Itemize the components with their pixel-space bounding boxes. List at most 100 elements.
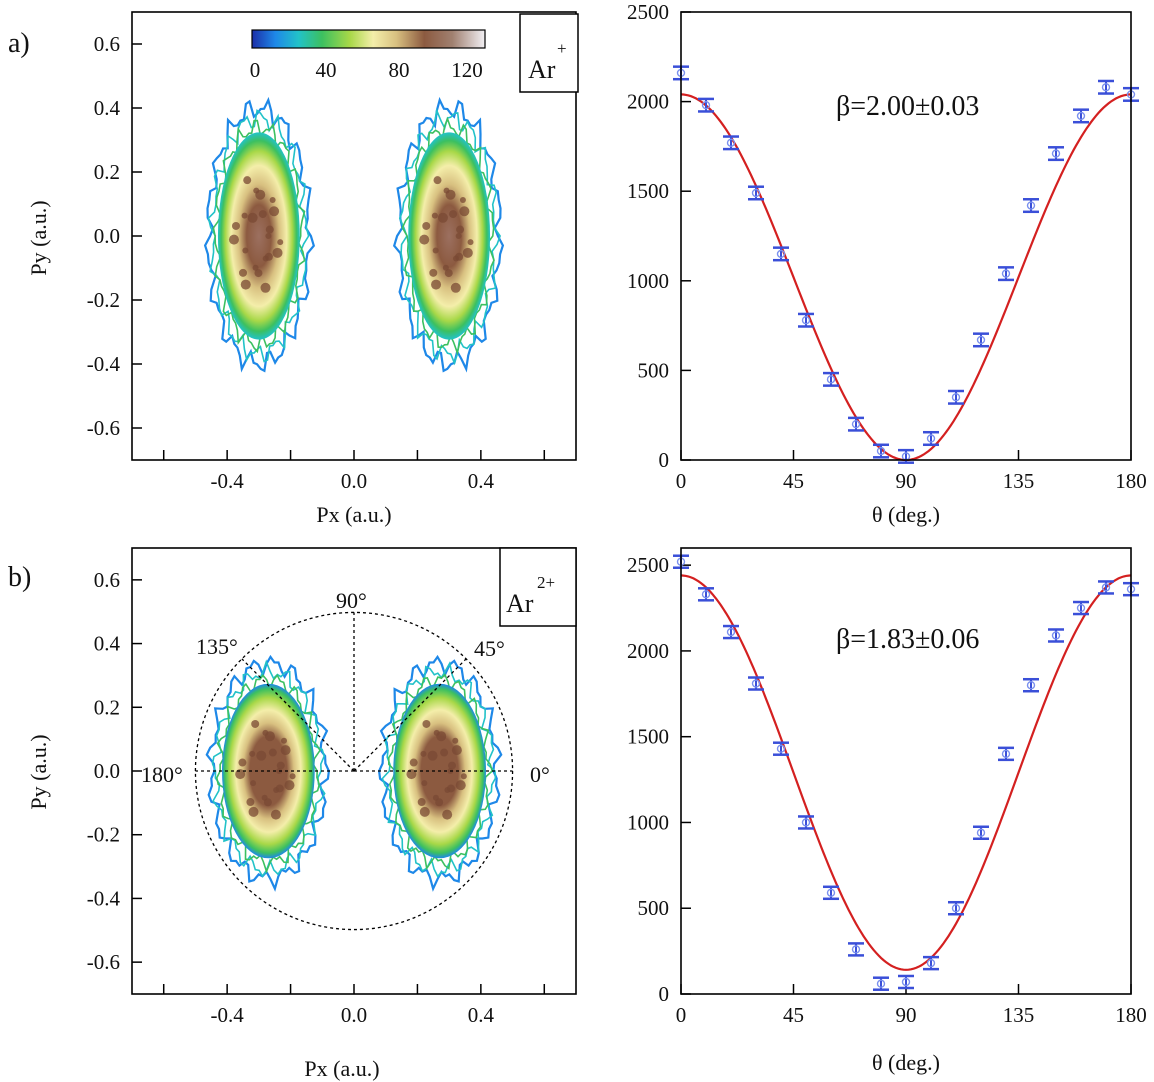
lobe-speckle — [265, 233, 272, 239]
lobe-speckle — [421, 780, 428, 787]
data-point — [923, 430, 939, 447]
polar-label-45: 45° — [474, 636, 505, 661]
lobe-speckle — [429, 268, 438, 277]
x-tick-label: -0.4 — [211, 1003, 245, 1027]
lobe-speckle — [263, 798, 272, 807]
polar-label-0: 0° — [530, 762, 550, 787]
lobe-speckle — [444, 269, 453, 278]
fit-curve — [680, 574, 1132, 971]
data-point — [698, 587, 714, 602]
lobe-speckle — [262, 729, 269, 736]
y-tick-label: 500 — [638, 896, 670, 920]
fit-curve — [680, 93, 1132, 462]
panel-a-right-plot — [673, 65, 1139, 464]
y-tick-label: 2500 — [627, 0, 669, 24]
panel-a-angular-distribution: 0 45 90 135 180 2500 2000 1500 1000 500 0 β=2.00±0… — [627, 0, 1147, 527]
ion-badge-a: Ar + — [519, 13, 579, 93]
lobe-speckle — [452, 737, 459, 744]
lobe-speckle — [462, 247, 473, 258]
colorbar: 0 40 80 120 — [250, 29, 486, 82]
y-tick-label: 2500 — [627, 553, 669, 577]
x-tick-label: 135 — [1003, 1003, 1035, 1027]
lobe-speckle — [246, 798, 255, 807]
lobe-speckle — [253, 187, 260, 194]
x-tick-label: 180 — [1115, 1003, 1147, 1027]
x-tick-label: 45 — [783, 469, 804, 493]
lobe-speckle — [231, 221, 240, 230]
y-tick-label: 2000 — [627, 90, 669, 114]
lobe-speckle — [455, 233, 462, 239]
lobe-speckle — [238, 758, 247, 767]
lobe-speckle — [280, 737, 287, 744]
data-point — [873, 443, 889, 459]
data-point — [1048, 628, 1064, 643]
guide-ray — [241, 658, 355, 772]
beta-annotation-a: β=2.00±0.03 — [836, 91, 979, 122]
lobe-left — [217, 132, 300, 340]
lobe-speckle — [243, 176, 252, 185]
ion-badge-a-charge: + — [557, 39, 567, 58]
panel-a-left-frame — [131, 11, 577, 461]
colorbar-tick-0: 0 — [250, 58, 261, 82]
y-tick-label: 0.4 — [94, 632, 121, 656]
polar-label-90: 90° — [336, 588, 367, 613]
lobe-speckle — [437, 212, 448, 223]
lobe-speckle — [419, 234, 430, 245]
lobe-speckle — [252, 264, 259, 271]
contour-ring — [381, 661, 497, 878]
data-point — [723, 624, 739, 640]
data-point — [1073, 108, 1089, 124]
lobe-speckle — [240, 279, 251, 290]
y-tick-label: -0.6 — [87, 950, 120, 974]
lobe-speckle — [433, 176, 442, 185]
colorbar-tick-80: 80 — [389, 58, 410, 82]
y-tick-label: 0.2 — [94, 695, 120, 719]
lobe-speckle — [446, 784, 455, 793]
lobe-speckle — [276, 761, 285, 770]
panel-b-left-ylabel: Py (a.u.) — [26, 734, 51, 809]
data-point — [1073, 600, 1089, 616]
lobe-speckle — [450, 282, 461, 293]
lobe-speckle — [422, 221, 431, 230]
lobe-speckle — [455, 252, 464, 261]
contour-ring — [212, 119, 306, 354]
panel-a-right-xlabel: θ (deg.) — [872, 502, 940, 527]
lobe-speckle — [460, 773, 467, 780]
data-point — [1048, 146, 1064, 162]
panel-a-right-frame — [680, 11, 1132, 461]
lobe-speckle — [442, 809, 453, 820]
lobe-speckle — [264, 252, 273, 261]
ion-badge-b-charge: 2+ — [537, 573, 555, 592]
lobe-speckle — [269, 197, 276, 204]
y-tick-label: -0.2 — [87, 288, 120, 312]
data-point — [773, 741, 789, 756]
colorbar-gradient — [251, 29, 486, 49]
y-tick-label: 500 — [638, 358, 670, 382]
data-point — [923, 955, 939, 971]
y-tick-label: 1000 — [627, 810, 669, 834]
lobe-speckle — [270, 809, 281, 820]
data-point — [773, 246, 789, 262]
ion-badge-a-symbol: Ar — [528, 55, 556, 84]
panel-a-left-ylabel: Py (a.u.) — [26, 200, 51, 275]
lobe-speckle — [451, 745, 462, 756]
polar-guides — [194, 611, 514, 931]
lobe-speckle — [258, 210, 267, 219]
lobe-speckle — [467, 239, 474, 246]
panel-b-left-ticks: -0.4 0.0 0.4 0.6 0.4 0.2 0.0 -0.2 -0.4 -0.6 — [87, 568, 546, 1027]
panel-b-right-xlabel: θ (deg.) — [872, 1050, 940, 1075]
lobe-speckle — [247, 212, 258, 223]
lobe-speckle — [443, 187, 450, 194]
panel-a-momentum-map: -0.4 0.0 0.4 0.6 0.4 0.2 0.0 -0.2 -0.4 -0.6 0 40 … — [26, 11, 579, 527]
panel-b-left-xlabel: Px (a.u.) — [304, 1056, 379, 1081]
y-tick-label: 1500 — [627, 725, 669, 749]
x-tick-label: 0.4 — [468, 469, 495, 493]
ion-badge-b: Ar 2+ — [499, 547, 577, 627]
data-point — [948, 389, 964, 405]
data-point — [823, 885, 839, 901]
data-point — [1098, 580, 1114, 595]
lobe-speckle — [228, 234, 239, 245]
panel-b-right-ticks: 0 45 90 135 180 2500 2000 1500 1000 500 0 — [627, 553, 1147, 1027]
lobe-speckle — [242, 247, 249, 254]
data-point — [898, 974, 914, 990]
